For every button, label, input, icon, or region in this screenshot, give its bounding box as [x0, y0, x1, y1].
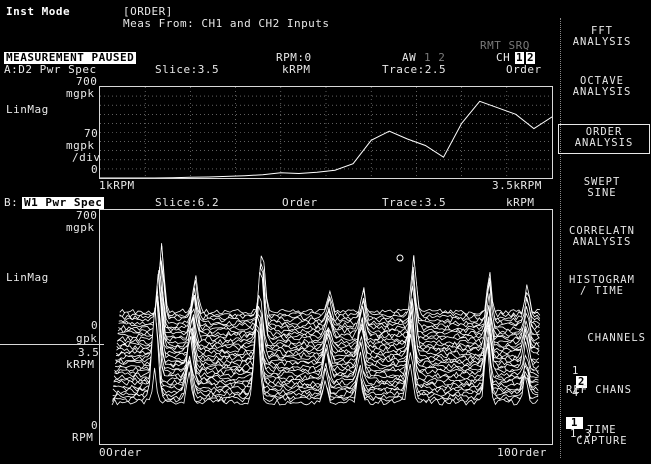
time-capture-softkey[interactable]: TIME CAPTURE: [576, 424, 628, 447]
trace-a-perdiv-unit: mgpk: [66, 139, 95, 152]
waterfall-trace: [118, 263, 541, 324]
trace-b-trace: Trace:3.5: [382, 196, 447, 209]
ch2-indicator: 2: [526, 51, 536, 64]
waterfall-trace: [116, 270, 540, 354]
waterfall-trace: [119, 255, 541, 321]
channels-option-2[interactable]: 2: [576, 376, 588, 388]
ref-chans-softkey[interactable]: REF CHANS 1 1,3: [556, 374, 648, 451]
trace-b-plot-frame: [99, 209, 553, 445]
ref-chans-option-13[interactable]: 1,3: [570, 428, 592, 440]
trace-a-label: A:D2 Pwr Spec: [4, 63, 97, 76]
waterfall-traces: [111, 243, 541, 444]
inst-mode-label: Inst Mode: [6, 5, 71, 18]
trace-b-label[interactable]: W1 Pwr Spec: [22, 196, 105, 209]
trace-b-slice: Slice:6.2: [155, 196, 220, 209]
trace-b-xend: 10Order: [497, 446, 547, 459]
trace-a-scale: LinMag: [6, 103, 49, 116]
trace-a-ytop-unit: mgpk: [66, 87, 95, 100]
histogram-time-softkey[interactable]: HISTOGRAM / TIME: [569, 274, 635, 297]
waterfall-trace: [111, 327, 539, 406]
trace-a-line: [100, 100, 552, 178]
trace-b-mid-unit: gpk: [76, 332, 98, 345]
trace-b-scale: LinMag: [6, 271, 49, 284]
marker-circle[interactable]: [396, 254, 404, 262]
trace-b-waterfall: [111, 243, 541, 444]
trace-b-prefix: B:: [4, 196, 19, 209]
measurement-status: MEASUREMENT PAUSED: [4, 51, 137, 64]
trace-a-perdiv-tail: /div: [72, 151, 101, 164]
aw-label: AW: [402, 51, 417, 64]
meas-from-text: Meas From: CH1 and CH2 Inputs: [123, 17, 330, 30]
channels-softkey[interactable]: CHANNELS 1 2 4: [556, 322, 648, 410]
waterfall-trace: [113, 322, 539, 384]
waterfall-trace: [115, 295, 539, 368]
waterfall-trace: [117, 271, 540, 346]
correlation-analysis-softkey[interactable]: CORRELATN ANALYSIS: [569, 225, 635, 248]
trace-b-zbottom: 0: [91, 419, 99, 432]
ch-label: CH: [496, 51, 511, 64]
trace-a-xend: 3.5kRPM: [492, 179, 542, 192]
fft-analysis-softkey[interactable]: FFT ANALYSIS: [572, 25, 632, 48]
channels-label: CHANNELS: [587, 332, 646, 344]
aw-numbers: 1 2: [424, 51, 446, 64]
trace-a-trace: Trace:2.5: [382, 63, 447, 76]
trace-a-plot: [100, 87, 552, 178]
ref-chans-options: 1 1,3: [556, 407, 648, 440]
waterfall-trace: [115, 305, 540, 357]
channels-option-4[interactable]: 4: [572, 387, 580, 399]
trace-a-perdiv: 70: [84, 127, 99, 140]
ch1-indicator: 1: [515, 51, 525, 64]
trace-a-ytop: 700: [76, 75, 98, 88]
waterfall-trace: [113, 337, 539, 390]
trace-b-zero-line: [0, 344, 104, 345]
waterfall-trace: [112, 323, 539, 400]
rmt-srq: RMT SRQ: [480, 39, 530, 52]
trace-b-ztop-unit: kRPM: [66, 358, 95, 371]
trace-a-ybottom: 0: [91, 163, 99, 176]
trace-b-x-unit: kRPM: [506, 196, 535, 209]
order-analysis-softkey[interactable]: ORDER ANALYSIS: [558, 124, 650, 154]
trace-a-slice-unit: kRPM: [282, 63, 311, 76]
waterfall-occlusion: [112, 328, 538, 444]
trace-b-mid-zero: 0: [91, 319, 99, 332]
octave-analysis-softkey[interactable]: OCTAVE ANALYSIS: [572, 75, 632, 98]
trace-b-xstart: 0Order: [99, 446, 142, 459]
trace-a-slice: Slice:3.5: [155, 63, 220, 76]
softkey-bracket: [560, 18, 562, 458]
trace-b-ytop: 700: [76, 209, 98, 222]
trace-a-xstart: 1kRPM: [99, 179, 135, 192]
trace-b-ytop-unit: mgpk: [66, 221, 95, 234]
trace-a-plot-frame: [99, 86, 553, 179]
trace-b-slice-unit: Order: [282, 196, 318, 209]
ref-chans-option-1[interactable]: 1: [566, 417, 584, 429]
trace-a-x-unit: Order: [506, 63, 542, 76]
waterfall-trace: [117, 266, 540, 342]
channels-option-1[interactable]: 1: [572, 365, 580, 377]
rpm-readout: RPM:0: [276, 51, 312, 64]
trace-b-zbottom-unit: RPM: [72, 431, 94, 444]
channels-options: 1 2 4: [556, 355, 648, 399]
trace-b-ztop: 3.5: [78, 346, 100, 359]
mode-bracket: [ORDER]: [123, 5, 173, 18]
ref-chans-label: REF CHANS: [566, 384, 632, 396]
swept-sine-softkey[interactable]: SWEPT SINE: [583, 176, 621, 199]
